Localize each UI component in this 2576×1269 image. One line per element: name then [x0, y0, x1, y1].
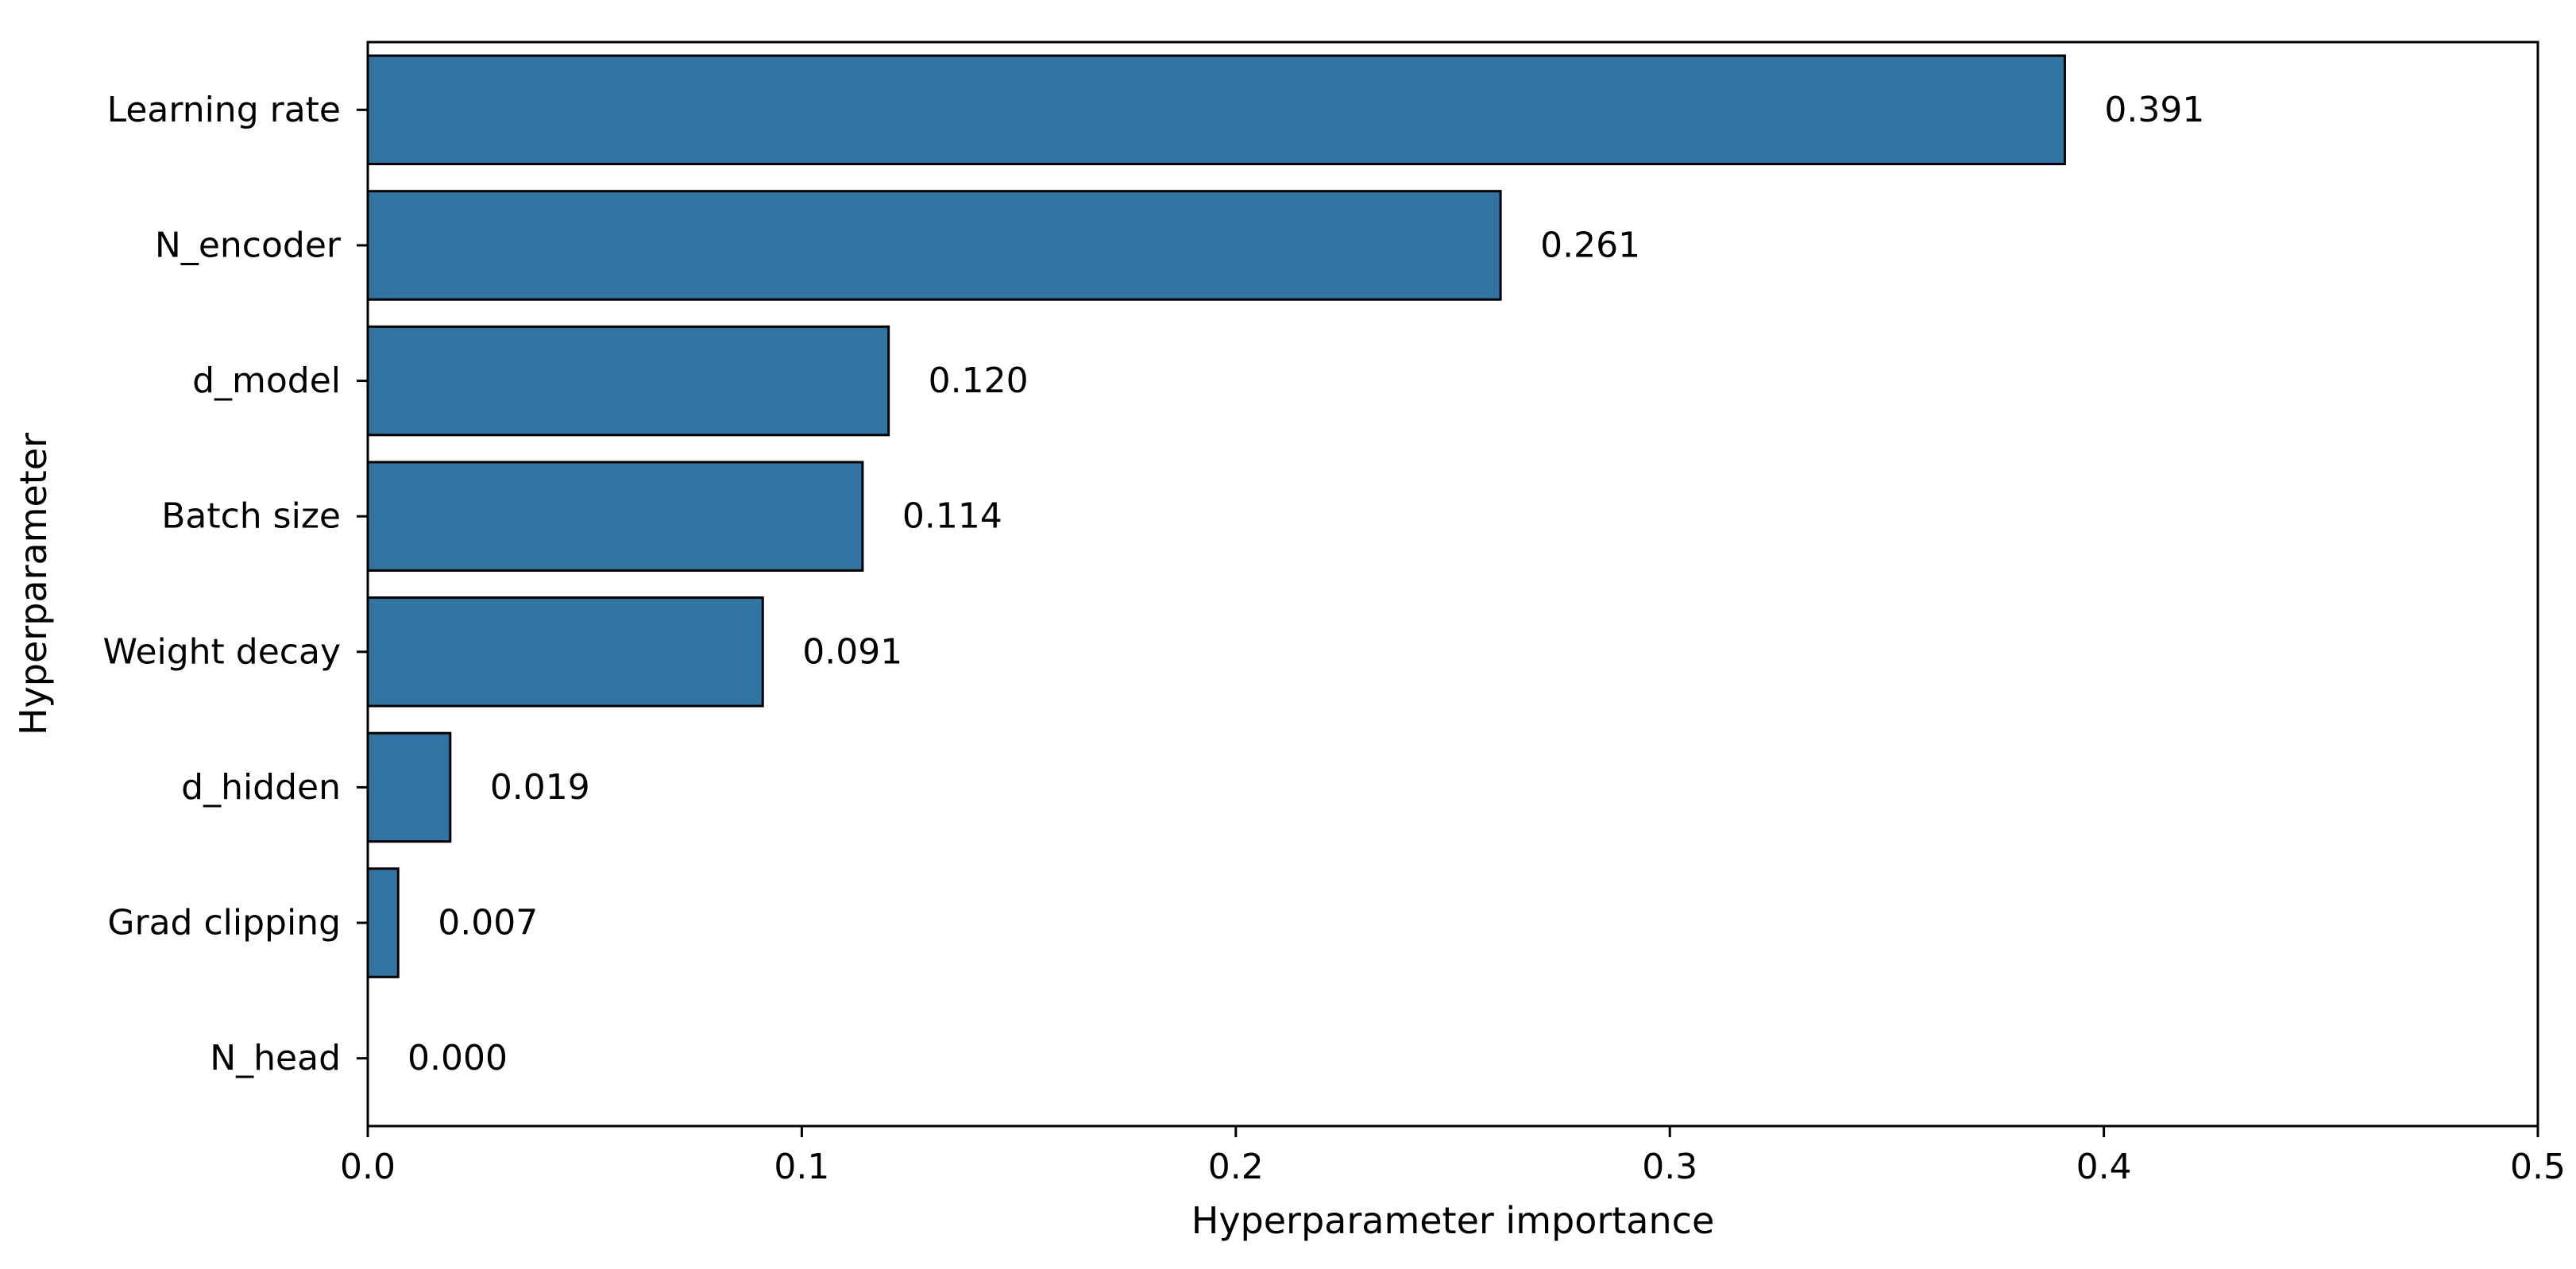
- bar-value-labels: 0.391 0.261 0.120 0.114 0.091 0.019 0.007 0.000: [407, 90, 2204, 1078]
- x-tick-label-1: 0.1: [774, 1147, 829, 1187]
- x-tick-label-5: 0.5: [2510, 1147, 2566, 1187]
- bar-value-label-2: 0.120: [929, 361, 1029, 401]
- y-tick-label-4: Weight decay: [103, 631, 341, 672]
- y-tick-label-6: Grad clipping: [107, 903, 341, 943]
- y-tick-label-1: N_encoder: [155, 225, 342, 265]
- bar-value-label-6: 0.007: [438, 903, 538, 943]
- y-tick-label-7: N_head: [210, 1038, 341, 1078]
- bar-value-label-0: 0.391: [2104, 90, 2204, 130]
- x-tick-label-0: 0.0: [340, 1147, 396, 1187]
- x-tick-label-3: 0.3: [1642, 1147, 1697, 1187]
- y-axis-label: Hyperparameter: [12, 433, 55, 735]
- bar-value-label-3: 0.114: [902, 496, 1002, 537]
- y-tick-label-0: Learning rate: [107, 90, 341, 130]
- bar-4: [366, 596, 764, 708]
- y-tick-label-5: d_hidden: [181, 767, 341, 808]
- y-axis-ticks: Learning rate N_encoder d_model Batch size W…: [103, 90, 368, 1078]
- bar-5: [366, 731, 452, 843]
- y-tick-label-3: Batch size: [161, 496, 341, 537]
- bar-3: [366, 461, 864, 572]
- x-axis-ticks: 0.0 0.1 0.2 0.3 0.4 0.5: [340, 1126, 2566, 1187]
- bar-0: [366, 54, 2066, 166]
- plot-frame: [366, 40, 2539, 1128]
- x-tick-label-4: 0.4: [2076, 1147, 2132, 1187]
- bar-value-label-7: 0.000: [407, 1038, 508, 1078]
- bar-value-label-1: 0.261: [1540, 225, 1640, 265]
- x-tick-label-2: 0.2: [1208, 1147, 1264, 1187]
- bars-group: [366, 54, 2066, 978]
- bar-value-label-4: 0.091: [802, 631, 902, 672]
- x-axis-label: Hyperparameter importance: [1191, 1199, 1715, 1242]
- bar-value-label-5: 0.019: [490, 767, 590, 808]
- bar-6: [366, 867, 400, 978]
- bar-1: [366, 190, 1502, 301]
- y-tick-label-2: d_model: [192, 361, 341, 401]
- bar-2: [366, 325, 890, 437]
